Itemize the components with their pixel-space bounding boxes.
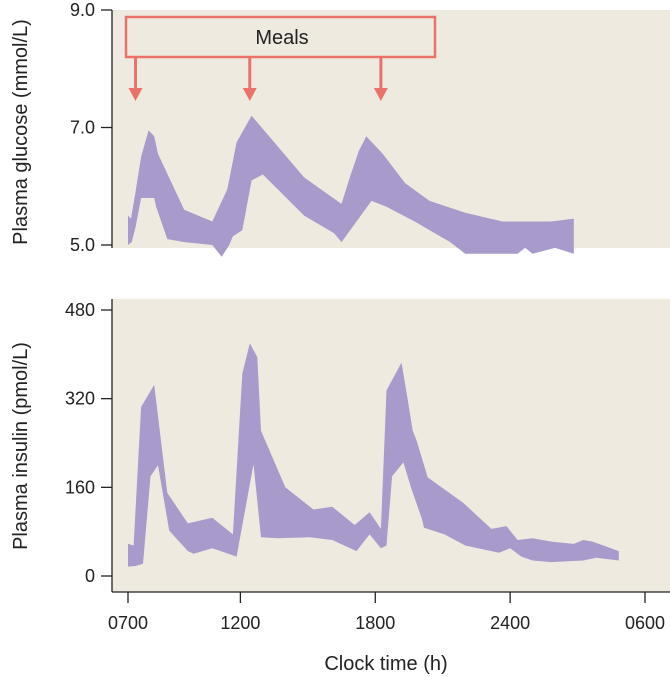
insulin-x-tick-label: 0600 bbox=[625, 613, 665, 633]
glucose-y-tick-label: 5.0 bbox=[70, 235, 95, 255]
meals-label: Meals bbox=[255, 27, 308, 49]
insulin-band bbox=[128, 343, 619, 567]
meal-arrow-head bbox=[128, 88, 143, 101]
glucose-y-tick-label: 7.0 bbox=[70, 118, 95, 138]
glucose-band bbox=[128, 115, 574, 257]
insulin-x-tick-label: 2400 bbox=[490, 613, 530, 633]
insulin-x-tick-label: 1200 bbox=[220, 613, 260, 633]
insulin-x-ticks: 0700 1200 1800 2400 0600 bbox=[108, 592, 665, 633]
meal-arrows bbox=[128, 57, 388, 101]
glucose-y-tick-label: 9.0 bbox=[70, 0, 95, 20]
glucose-y-axis-label: Plasma glucose (mmol/L) bbox=[10, 19, 32, 245]
glucose-y-ticks: 9.0 7.0 5.0 bbox=[70, 0, 112, 255]
insulin-y-tick-label: 0 bbox=[85, 566, 95, 586]
insulin-y-tick-label: 160 bbox=[65, 477, 95, 497]
meals-bracket-box bbox=[124, 15, 437, 59]
meals-annotation: Meals bbox=[124, 15, 437, 101]
glucose-panel: 9.0 7.0 5.0 Meals Plasma glucose (mmol/L) bbox=[10, 0, 670, 257]
meal-arrow-head bbox=[373, 88, 388, 101]
insulin-x-tick-label: 0700 bbox=[108, 613, 148, 633]
insulin-x-tick-label: 1800 bbox=[355, 613, 395, 633]
insulin-y-ticks: 480 320 160 0 bbox=[65, 300, 112, 586]
insulin-y-axis-label: Plasma insulin (pmol/L) bbox=[10, 342, 32, 550]
meal-arrow-head bbox=[242, 88, 257, 101]
insulin-x-axis-label: Clock time (h) bbox=[324, 653, 447, 675]
glucose-plot-area bbox=[112, 10, 670, 248]
insulin-panel: 480 320 160 0 0700 1200 1800 2400 0600 Plasma i… bbox=[10, 299, 670, 675]
insulin-y-tick-label: 480 bbox=[65, 300, 95, 320]
insulin-y-tick-label: 320 bbox=[65, 389, 95, 409]
